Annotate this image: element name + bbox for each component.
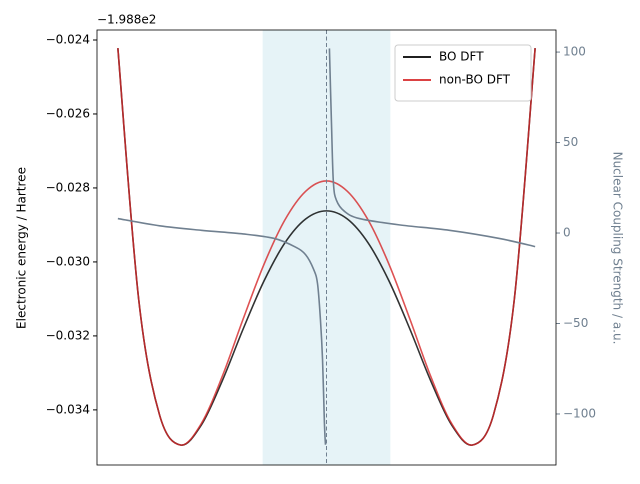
y2-tick-label: −100: [563, 406, 596, 420]
legend-box: [394, 44, 532, 102]
y2-tick-label: −50: [563, 316, 588, 330]
y2-tick-label: 0: [563, 226, 571, 240]
plot-frame: [96, 29, 557, 466]
y-tick-label: −0.026: [46, 106, 90, 120]
series-line: [117, 48, 536, 445]
y2-tick-label: 100: [563, 45, 586, 59]
y-tick-label: −0.024: [46, 32, 90, 46]
legend-label: non-BO DFT: [439, 73, 511, 87]
y-tick-label: −0.028: [46, 180, 90, 194]
y-tick-label: −0.030: [46, 254, 90, 268]
y-axis-label: Electronic energy / Hartree: [15, 167, 29, 329]
y-tick-label: −0.034: [46, 402, 90, 416]
y2-axis-label: Nuclear Coupling Strength / a.u.: [611, 152, 625, 345]
legend-label: BO DFT: [439, 50, 484, 64]
y2-tick-label: 50: [563, 135, 578, 149]
y-offset-label: −1.988e2: [97, 13, 156, 27]
y-tick-label: −0.032: [46, 328, 90, 342]
